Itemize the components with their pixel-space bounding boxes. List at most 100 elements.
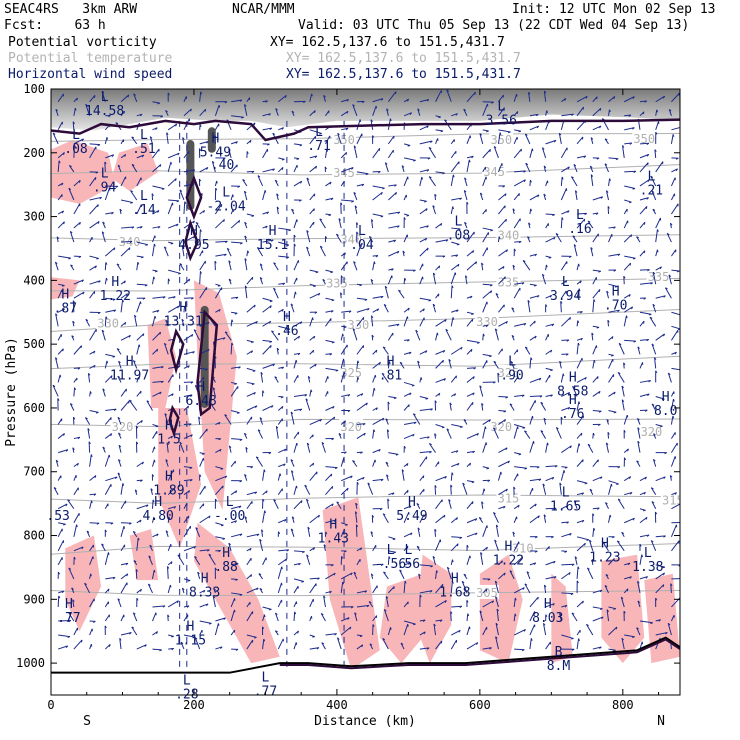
wind-arrow (128, 399, 138, 411)
wind-arrow-head (455, 254, 459, 257)
wind-arrow-head (525, 346, 528, 349)
wind-arrow (278, 518, 287, 524)
wind-arrow (181, 245, 185, 257)
wind-arrow-head (214, 135, 217, 138)
wind-arrow (68, 187, 75, 201)
wind-arrow-head (561, 176, 564, 180)
wind-arrow-head (610, 483, 613, 487)
wind-arrow (356, 432, 366, 439)
wind-arrow-head (450, 484, 453, 488)
wind-arrow (655, 295, 666, 299)
wind-arrow (340, 110, 349, 117)
wind-arrow (104, 454, 110, 467)
wind-arrow (466, 231, 475, 243)
wind-arrow-head (411, 384, 415, 387)
wind-arrow-head (629, 476, 632, 479)
wind-arrow-head (370, 573, 374, 576)
wind-arrow (354, 205, 358, 215)
wind-arrow-head (261, 529, 264, 532)
wind-arrow (215, 475, 227, 482)
wind-arrow (482, 283, 493, 286)
wind-arrow (466, 532, 478, 538)
wind-arrow-head (191, 297, 194, 300)
wind-arrow-head (107, 588, 110, 592)
wind-arrow (228, 260, 232, 271)
wind-arrow (450, 611, 452, 622)
wind-arrow-head (618, 342, 622, 346)
wind-arrow-head (451, 559, 454, 563)
wind-arrow (131, 136, 138, 145)
wind-arrow-head (637, 427, 640, 430)
wind-arrow-head (371, 514, 375, 518)
wind-arrow (543, 514, 547, 523)
wind-arrow-head (333, 519, 337, 523)
wind-arrow (356, 360, 359, 369)
wind-arrow-head (596, 326, 600, 329)
wind-arrow-head (530, 208, 533, 212)
wind-arrow (293, 143, 303, 146)
wind-arrow (464, 177, 468, 187)
wind-arrow (670, 177, 676, 187)
wind-arrow-head (543, 417, 547, 421)
wind-arrow-head (218, 550, 221, 553)
wind-arrow (419, 247, 429, 257)
wind-arrow-head (584, 482, 588, 485)
wind-arrow-head (471, 313, 474, 315)
wind-arrow-head (570, 593, 574, 596)
wind-arrow (419, 631, 426, 636)
wind-arrow (466, 518, 478, 524)
wind-arrow (466, 311, 474, 315)
wind-arrow (671, 311, 680, 316)
extremum-type: L (101, 90, 109, 105)
wind-arrow-head (393, 586, 395, 590)
wind-arrow (246, 170, 255, 173)
wind-arrow (671, 367, 680, 371)
wind-arrow-head (210, 403, 214, 406)
wind-arrow (166, 442, 169, 453)
wind-arrow-head (465, 275, 468, 278)
wind-arrow (513, 613, 516, 622)
wind-arrow (466, 135, 471, 145)
wind-arrow-head (489, 355, 492, 358)
wind-arrow-head (119, 638, 122, 641)
wind-arrow-head (664, 452, 667, 455)
wind-arrow-head (459, 605, 463, 609)
wind-arrow-head (187, 580, 191, 582)
wind-arrow (262, 405, 274, 411)
wind-arrow-head (611, 336, 614, 340)
wind-arrow-head (443, 514, 446, 518)
wind-arrow (529, 441, 535, 453)
wind-arrow (244, 222, 248, 229)
wind-arrow-head (348, 310, 352, 313)
wind-arrow (574, 190, 578, 201)
wind-arrow (652, 272, 657, 285)
wind-arrow-head (244, 432, 247, 436)
wind-arrow-head (293, 243, 296, 247)
wind-arrow-head (101, 329, 105, 333)
wind-arrow (278, 558, 288, 566)
wind-arrow (291, 470, 295, 481)
wind-arrow (57, 348, 64, 355)
wind-arrow (372, 388, 375, 397)
wind-arrow (58, 449, 69, 454)
extremum-type: H (544, 597, 552, 612)
extremum-marker: H.76 (561, 393, 584, 422)
wind-arrow-head (76, 463, 79, 466)
wind-arrow (419, 350, 428, 355)
wind-arrow (529, 395, 543, 397)
wind-arrow (387, 332, 394, 341)
wind-arrow (639, 534, 650, 538)
wind-arrow-head (129, 240, 133, 244)
extremum-value: 8.03 (532, 611, 563, 626)
wind-arrow (262, 363, 275, 369)
wind-arrow-head (146, 504, 149, 508)
wind-arrow (576, 218, 586, 229)
extremum-type: L (101, 166, 109, 181)
wind-arrow-head (266, 211, 269, 215)
wind-arrow (592, 476, 603, 482)
wind-arrow-head (101, 91, 105, 94)
wind-arrow-head (296, 442, 298, 446)
wind-arrow (671, 269, 680, 272)
wind-arrow-head (436, 570, 438, 573)
wind-arrow (387, 275, 393, 285)
